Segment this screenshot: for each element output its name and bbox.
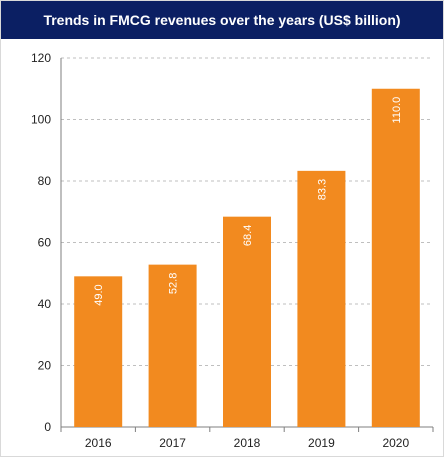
bar-value-label: 110.0 <box>391 97 403 124</box>
y-tick-label: 0 <box>44 420 51 434</box>
bar-value-label: 68.4 <box>242 225 254 246</box>
y-tick-label: 60 <box>38 236 52 250</box>
y-tick-label: 40 <box>38 297 52 311</box>
x-tick-label: 2020 <box>382 436 409 450</box>
bar <box>74 276 123 427</box>
bar-value-label: 49.0 <box>93 284 105 305</box>
y-tick-label: 100 <box>31 113 51 127</box>
bar-value-label: 52.8 <box>168 273 180 294</box>
x-tick-label: 2017 <box>159 436 186 450</box>
bar <box>223 216 271 427</box>
chart-title: Trends in FMCG revenues over the years (… <box>43 12 401 28</box>
x-tick-label: 2016 <box>85 436 112 450</box>
y-tick-label: 20 <box>38 359 52 373</box>
chart-title-bar: Trends in FMCG revenues over the years (… <box>1 1 443 39</box>
bar <box>148 264 197 427</box>
bar <box>371 88 420 427</box>
y-tick-label: 80 <box>38 174 52 188</box>
bar <box>297 170 346 428</box>
bar-value-label: 83.3 <box>316 179 328 200</box>
x-tick-label: 2018 <box>234 436 261 450</box>
x-tick-label: 2019 <box>308 436 335 450</box>
y-tick-label: 120 <box>31 51 51 65</box>
